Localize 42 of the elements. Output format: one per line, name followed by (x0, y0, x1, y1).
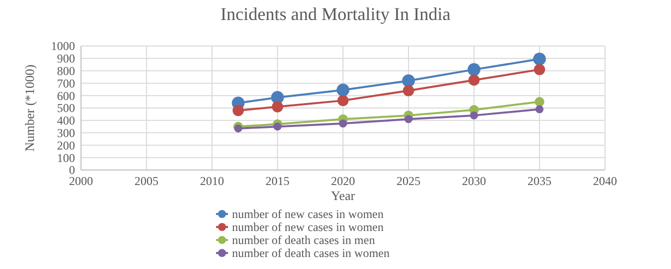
point (402, 85, 414, 96)
point (470, 111, 478, 120)
y-tick-label: 800 (57, 64, 75, 78)
x-tick-label: 2025 (396, 174, 420, 188)
legend-label: number of new cases in women (232, 207, 384, 222)
y-tick-label: 300 (57, 126, 75, 140)
y-tick-label: 500 (57, 101, 75, 116)
y-tick-label: 400 (57, 114, 75, 128)
point (337, 94, 349, 106)
point (336, 84, 350, 96)
x-tick-label: 2010 (200, 174, 224, 188)
x-tick-label: 2015 (266, 174, 290, 188)
y-tick-label: 200 (57, 138, 75, 152)
x-tick-label: 2035 (528, 174, 552, 188)
point (533, 52, 546, 66)
point (536, 105, 544, 114)
y-tick-label: 700 (57, 76, 75, 90)
point (402, 74, 415, 88)
x-tick-label: 2040 (593, 174, 617, 188)
point (468, 74, 480, 86)
x-tick-label: 2005 (134, 174, 158, 188)
chart-title: Incidents and Mortality In India (220, 4, 450, 24)
point (468, 63, 480, 76)
point (272, 101, 284, 112)
point (404, 115, 412, 124)
y-tick-label: 100 (57, 150, 75, 165)
point (534, 97, 544, 107)
legend-label: number of death cases in women (232, 246, 390, 260)
point (234, 124, 242, 132)
point (339, 120, 347, 128)
x-tick-label: 2020 (331, 174, 355, 188)
legend-label: number of death cases in men (232, 233, 375, 248)
x-axis-title: Year (331, 188, 356, 203)
y-tick-label: 900 (57, 52, 75, 66)
y-tick-label: 600 (57, 88, 75, 103)
point (534, 64, 546, 76)
legend-label: number of new cases in women (232, 220, 384, 234)
point (232, 104, 244, 116)
y-tick-label: 1000 (51, 39, 75, 54)
y-axis-title: Number (*1000) (22, 64, 37, 152)
x-tick-label: 2030 (462, 174, 486, 188)
point (274, 122, 282, 131)
